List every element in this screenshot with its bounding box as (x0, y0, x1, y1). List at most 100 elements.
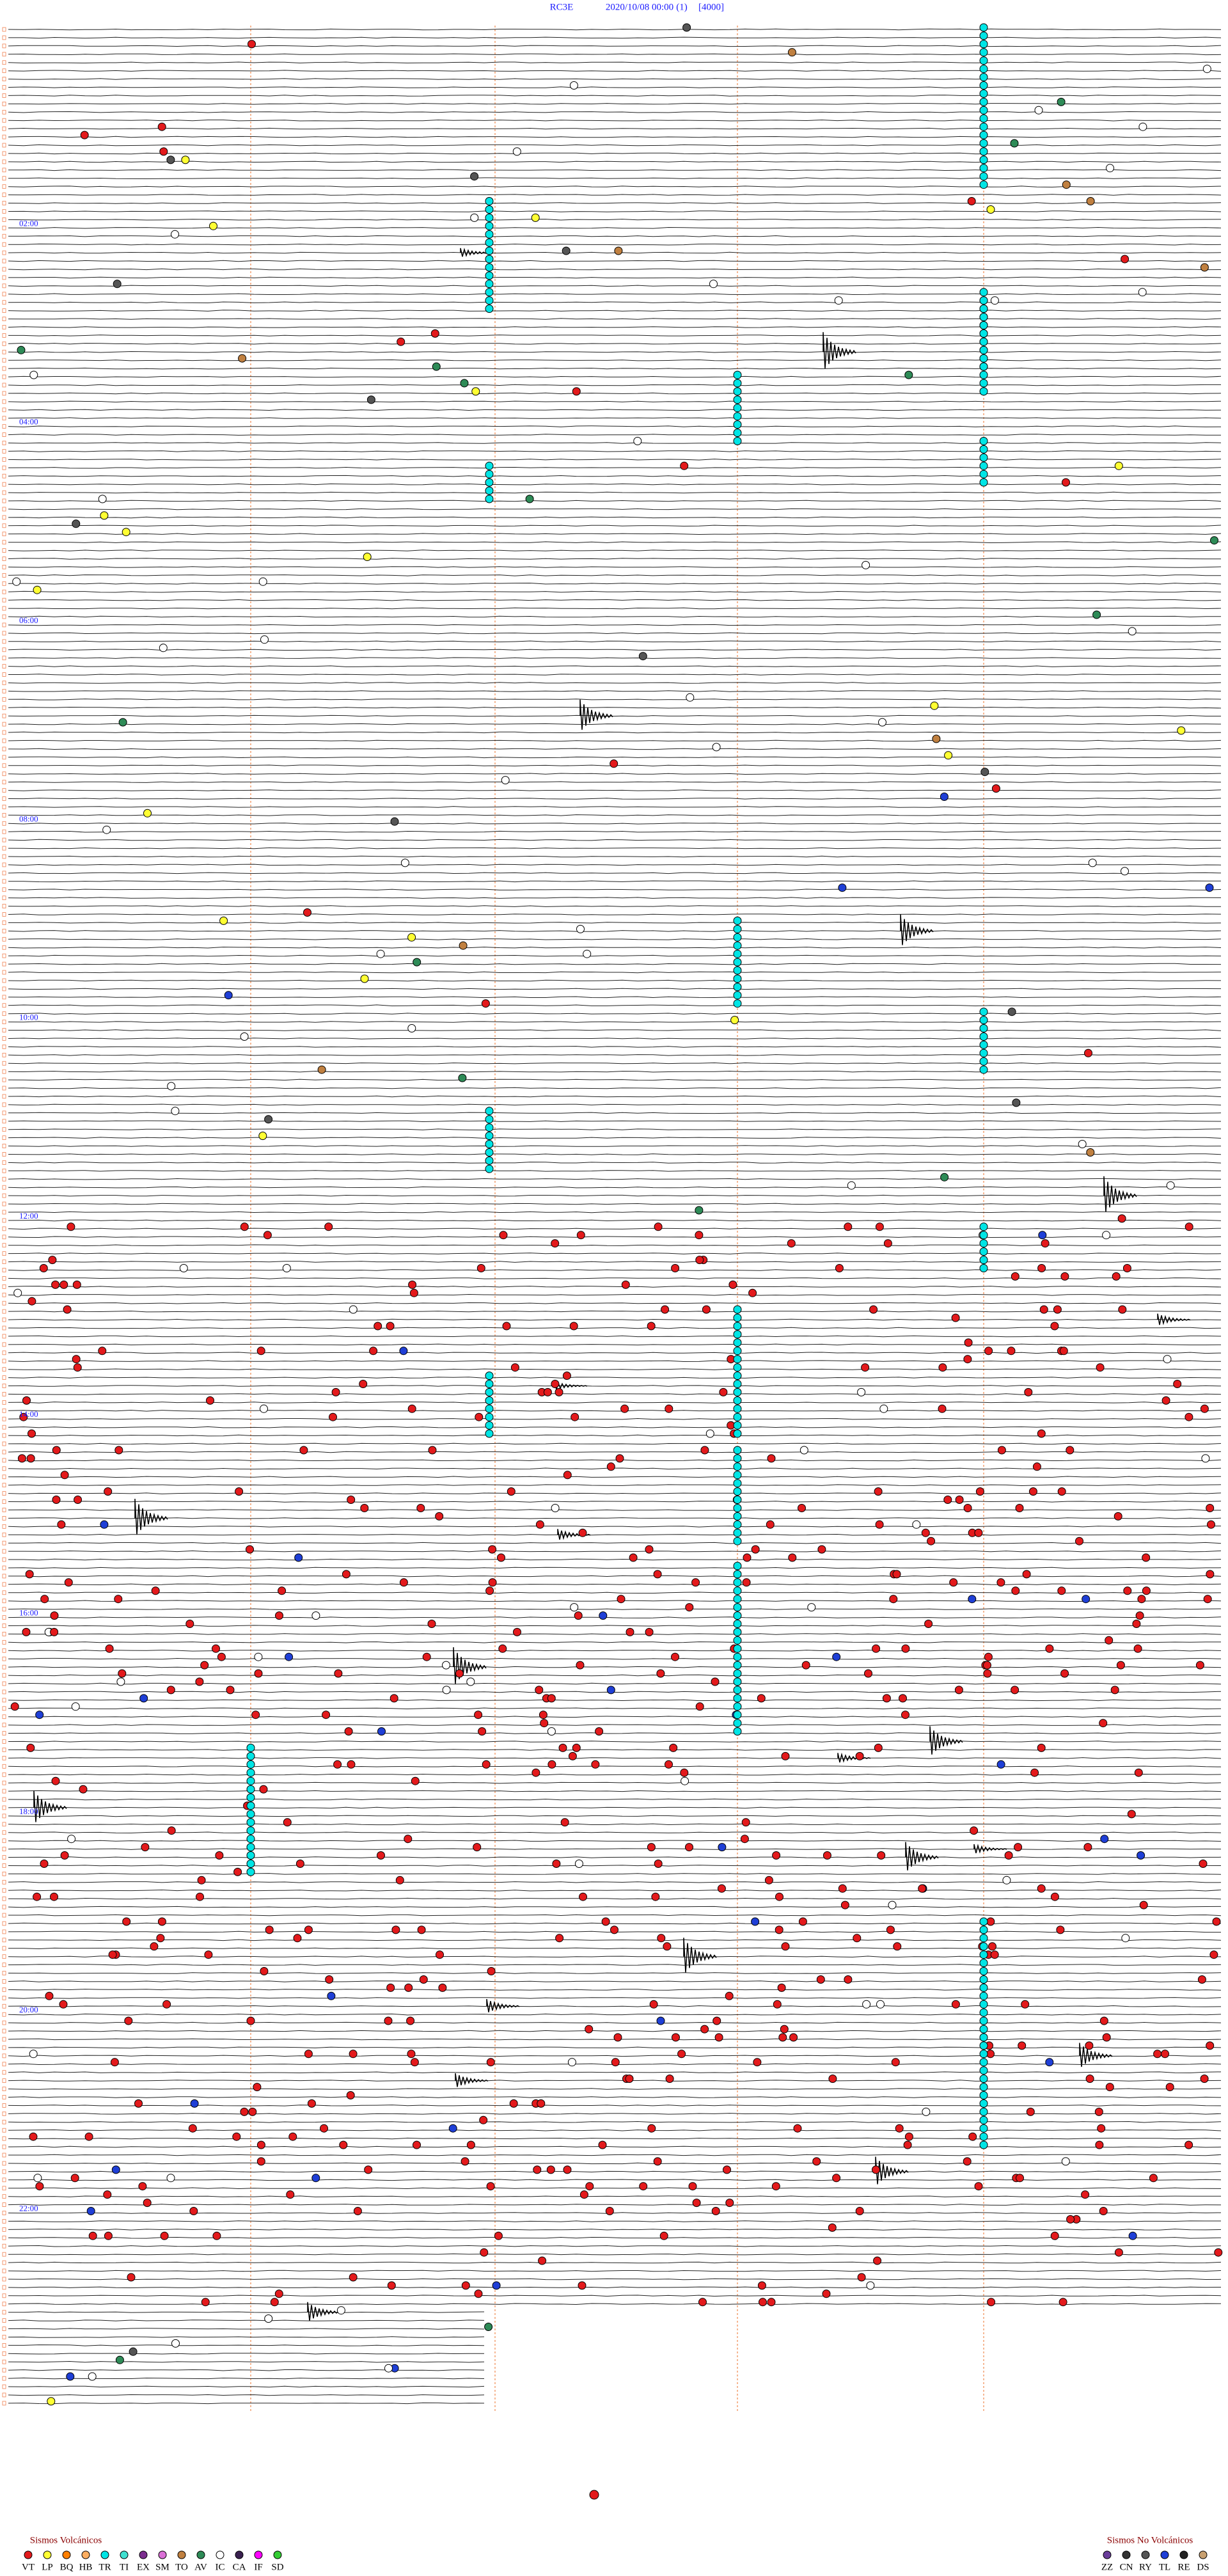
hour-label: 18:00 (19, 1806, 38, 1816)
event-marker (963, 2157, 972, 2166)
event-marker (733, 1719, 742, 1728)
trace (8, 814, 1222, 816)
event-marker (733, 1313, 742, 1322)
event-marker (485, 255, 494, 264)
event-marker (438, 1983, 447, 1992)
event-marker (510, 1363, 519, 1372)
event-marker (979, 2025, 988, 2034)
event-marker (485, 1115, 494, 1124)
row-tick (2, 1913, 6, 1918)
event-marker (700, 1446, 709, 1455)
event-marker (386, 1983, 395, 1992)
event-marker (1200, 263, 1209, 272)
event-marker (274, 2289, 283, 2298)
event-marker (143, 2199, 152, 2208)
event-marker (932, 734, 941, 743)
event-marker (579, 1892, 587, 1901)
legend-label: RY (1139, 2562, 1152, 2572)
row-tick (2, 1822, 6, 1827)
event-marker (979, 2083, 988, 2092)
row-tick (2, 1772, 6, 1777)
event-marker (288, 2132, 297, 2141)
event-marker (52, 1496, 61, 1504)
row-tick (2, 1698, 6, 1703)
signal-burst (579, 699, 613, 730)
row-tick (2, 639, 6, 644)
event-marker (572, 1743, 581, 1752)
row-tick (2, 2335, 6, 2339)
event-marker (979, 1231, 988, 1240)
row-tick (2, 1979, 6, 1984)
trace (8, 1112, 1222, 1114)
legend-label: SM (155, 2562, 169, 2572)
row-tick (2, 2211, 6, 2215)
event-marker (122, 528, 130, 537)
event-marker (139, 1694, 148, 1703)
trace (8, 566, 1222, 568)
event-marker (59, 2000, 68, 2009)
event-marker (1161, 2050, 1169, 2058)
event-marker (254, 1652, 263, 1661)
trace (8, 930, 1222, 932)
event-marker (757, 1694, 766, 1703)
event-marker (979, 288, 988, 297)
event-marker (733, 387, 742, 396)
event-marker (778, 2033, 787, 2042)
event-marker (80, 130, 89, 139)
row-tick (2, 2318, 6, 2323)
trace (8, 1856, 1222, 1858)
event-marker (733, 370, 742, 379)
event-marker (12, 577, 21, 586)
event-marker (647, 2124, 656, 2133)
event-marker (606, 1686, 615, 1695)
row-tick (2, 383, 6, 388)
event-marker (285, 1652, 294, 1661)
trace (8, 1509, 1222, 1511)
event-marker (857, 1387, 866, 1396)
row-tick (2, 1086, 6, 1091)
event-marker (166, 155, 175, 164)
event-marker (466, 1677, 475, 1686)
event-marker (772, 1851, 781, 1860)
event-marker (685, 1603, 694, 1612)
trace (8, 1956, 1222, 1958)
event-marker (400, 858, 409, 867)
event-marker (563, 2165, 572, 2174)
event-marker (979, 56, 988, 65)
event-marker (733, 1487, 742, 1496)
event-marker (1032, 1462, 1041, 1471)
trace (8, 2344, 485, 2346)
event-marker (861, 1363, 870, 1372)
trace (8, 624, 1222, 626)
event-marker (224, 991, 233, 1000)
event-marker (986, 205, 995, 214)
event-marker (552, 1860, 561, 1868)
trace (8, 2121, 1222, 2123)
event-marker (875, 1520, 884, 1529)
trace (8, 823, 1222, 825)
event-marker (1203, 1595, 1212, 1604)
event-marker (50, 1892, 58, 1901)
event-marker (748, 1288, 757, 1297)
event-marker (574, 1860, 583, 1868)
event-marker (113, 280, 122, 288)
event-marker (416, 1504, 425, 1512)
event-marker (1212, 1917, 1221, 1926)
trace (8, 674, 1222, 676)
legend-swatch (1141, 2550, 1150, 2559)
event-marker (1015, 1504, 1024, 1512)
event-marker (835, 1264, 844, 1272)
event-marker (665, 2074, 674, 2083)
event-marker (480, 2248, 489, 2257)
event-marker (410, 2058, 419, 2067)
event-marker (733, 1371, 742, 1380)
event-marker (661, 1305, 670, 1314)
row-tick (2, 2367, 6, 2373)
trace (8, 2088, 1222, 2090)
row-tick (2, 1805, 6, 1810)
event-marker (733, 1338, 742, 1347)
event-marker (1062, 478, 1070, 487)
event-marker (979, 1934, 988, 1943)
trace (8, 78, 1222, 80)
legend-label: TL (1159, 2562, 1170, 2572)
